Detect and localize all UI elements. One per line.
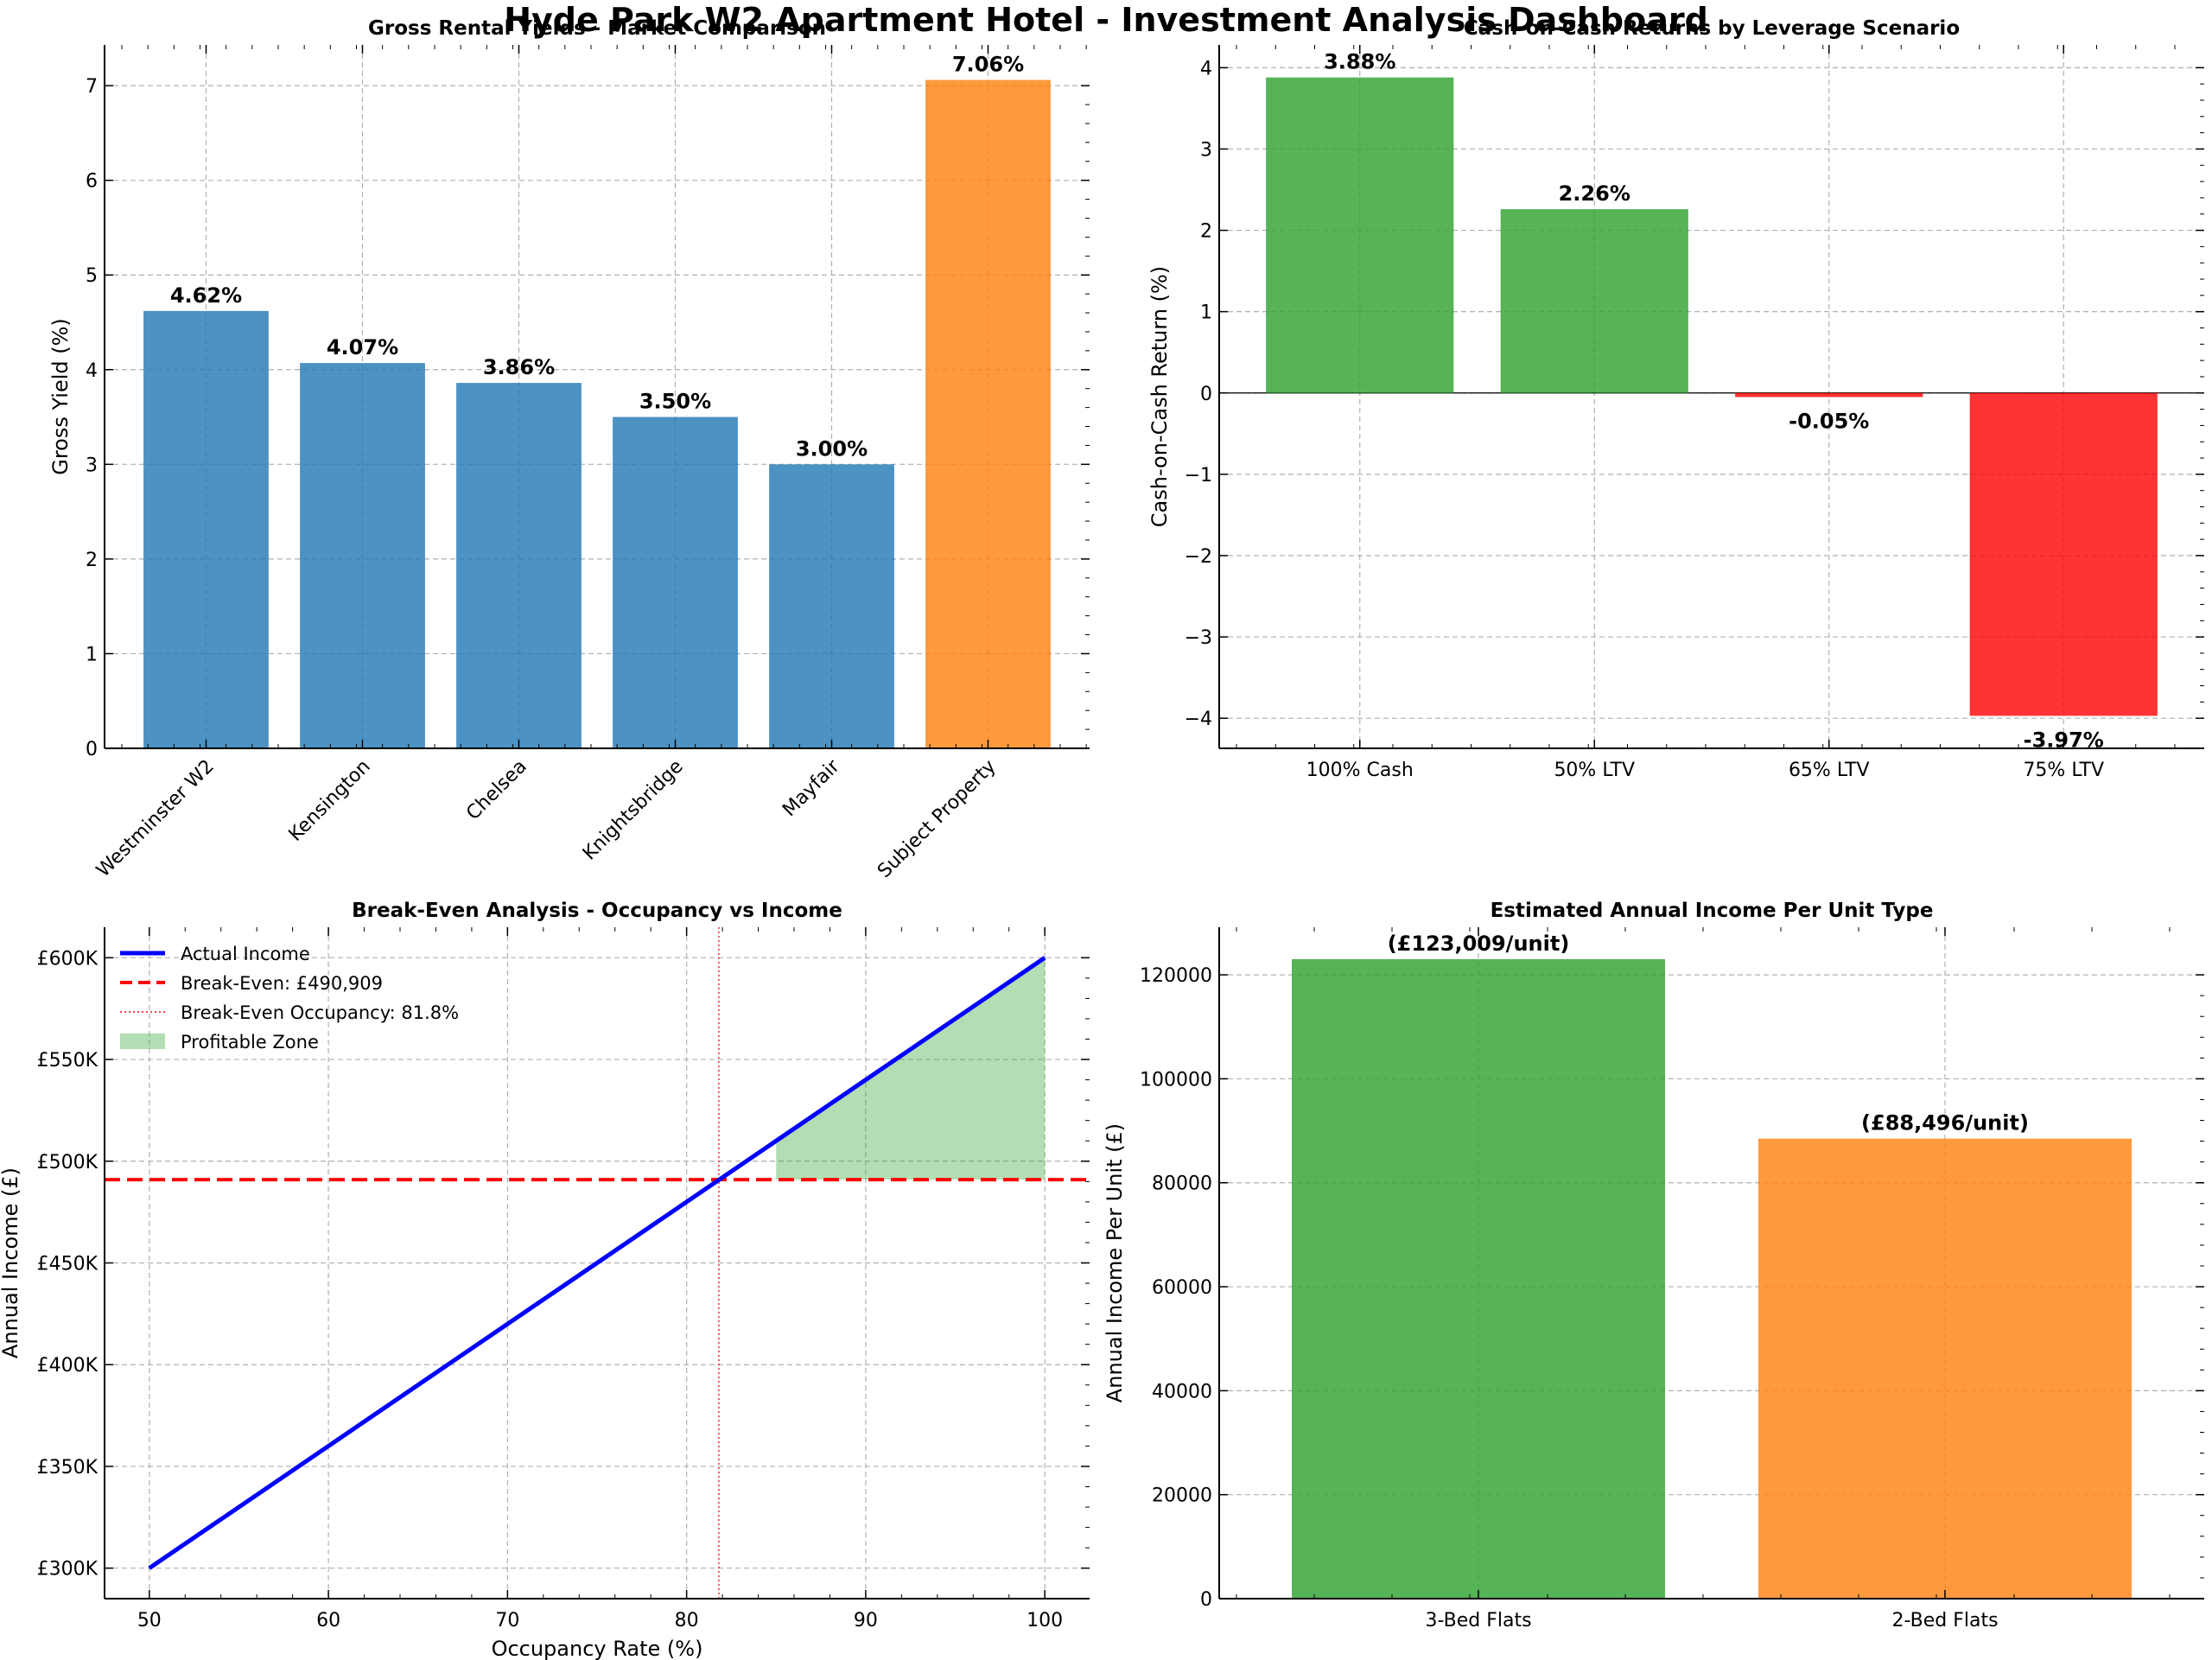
coc-ytick-label: 0 [1200,384,1212,405]
coc-bar [1735,392,1923,398]
yields-xtick-label: Kensington [285,756,375,846]
breakeven-xtick-label: 100 [1027,1610,1063,1631]
yields-xtick-label: Chelsea [462,756,531,825]
yields-bar [769,464,894,748]
coc-bar [1969,392,2158,716]
breakeven-ytick-label: £450K [37,1254,99,1275]
yields-value-label: 4.07% [327,335,398,359]
yields-bar [456,383,582,748]
coc-chart: Cash-on-Cash Returns by Leverage Scenari… [1147,17,2204,781]
breakeven-xlabel: Occupancy Rate (%) [492,1637,703,1660]
coc-ytick-label: −2 [1185,546,1212,568]
yields-value-label: 7.06% [952,53,1024,77]
yields-ytick-label: 2 [86,550,98,571]
breakeven-ytick-label: £400K [37,1355,99,1377]
unit_income-ylabel: Annual Income Per Unit (£) [1103,1123,1127,1402]
unit_income-ytick-label: 120000 [1140,965,1212,987]
yields-xtick-label: Knightsbridge [579,756,688,865]
breakeven-legend: Actual Income Break-Even: £490,909 Break-E… [120,944,459,1053]
coc-xtick-label: 100% Cash [1306,760,1414,781]
yields-xtick-label: Mayfair [779,755,844,821]
yields-bar [300,363,425,748]
breakeven-xtick-label: 90 [854,1610,878,1631]
breakeven-profitable-zone [776,957,1046,1180]
yields-ytick-label: 4 [86,360,98,382]
breakeven-ytick-label: £500K [37,1152,99,1173]
yields-value-label: 4.62% [170,283,242,308]
coc-bar [1266,77,1454,393]
unit_income-ytick-label: 80000 [1152,1173,1212,1195]
coc-ytick-label: −1 [1185,465,1212,487]
unit_income-chart: Estimated Annual Income Per Unit Type Ann… [1103,900,2204,1631]
yields-value-label: 3.50% [639,390,711,414]
legend-label-break-even: Break-Even: £490,909 [181,973,383,994]
coc-value-label: 2.26% [1559,181,1630,206]
coc-ytick-label: 4 [1200,58,1212,80]
breakeven-title: Break-Even Analysis - Occupancy vs Incom… [352,900,842,922]
yields-ytick-label: 7 [86,76,98,98]
yields-ylabel: Gross Yield (%) [48,318,73,475]
breakeven-actual-income-line [148,956,1046,1570]
breakeven-xtick-label: 70 [495,1610,519,1631]
yields-bar [925,80,1051,749]
yields-title: Gross Rental Yields - Market Comparison [368,17,826,40]
yields-xtick-label: Subject Property [874,756,1001,883]
unit_income-ytick-label: 20000 [1152,1485,1212,1507]
yields-ytick-label: 6 [86,171,98,193]
unit_income-ytick-label: 60000 [1152,1277,1212,1299]
coc-xtick-label: 50% LTV [1554,760,1635,781]
unit_income-bar [1758,1138,2132,1599]
coc-ytick-label: −3 [1185,627,1212,649]
breakeven-chart: Break-Even Analysis - Occupancy vs Incom… [0,900,1090,1660]
unit_income-ytick-label: 0 [1200,1589,1212,1611]
unit_income-ytick-label: 100000 [1140,1069,1212,1091]
coc-xtick-label: 75% LTV [2023,760,2104,781]
breakeven-xtick-label: 80 [675,1610,699,1631]
unit_income-ytick-label: 40000 [1152,1381,1212,1402]
yields-bar [613,417,738,748]
dashboard-title: Hyde Park W2 Apartment Hotel - Investmen… [504,1,1708,39]
yields-chart: Gross Rental Yields - Market Comparison G… [48,17,1090,882]
coc-ytick-label: −4 [1185,709,1212,730]
yields-ytick-label: 0 [86,739,98,760]
unit_income-xtick-label: 2-Bed Flats [1891,1610,1998,1631]
coc-value-label: -0.05% [1789,409,1869,433]
breakeven-ytick-label: £350K [37,1457,99,1479]
breakeven-ytick-label: £600K [37,948,99,970]
yields-xtick-label: Westminster W2 [92,756,219,882]
yields-value-label: 3.86% [483,355,555,379]
breakeven-ytick-label: £300K [37,1559,99,1580]
yields-ytick-label: 5 [86,265,98,287]
coc-title: Cash-on-Cash Returns by Leverage Scenari… [1464,17,1960,40]
breakeven-ytick-label: £550K [37,1050,99,1072]
unit_income-title: Estimated Annual Income Per Unit Type [1491,900,1934,922]
yields-bar [143,310,269,748]
coc-ylabel: Cash-on-Cash Return (%) [1147,266,1172,527]
unit_income-value-label: (£88,496/unit) [1861,1111,2029,1135]
breakeven-ylabel: Annual Income (£) [0,1167,22,1358]
legend-label-actual-income: Actual Income [181,944,310,964]
legend-swatch-profitable-zone [120,1034,165,1049]
coc-ytick-label: 2 [1200,221,1212,243]
unit_income-bar [1292,958,1665,1599]
yields-ytick-label: 1 [86,644,98,665]
legend-label-profitable-zone: Profitable Zone [181,1032,319,1053]
legend-label-break-even-occupancy: Break-Even Occupancy: 81.8% [181,1002,459,1023]
unit_income-xtick-label: 3-Bed Flats [1425,1610,1531,1631]
coc-bar [1500,209,1688,393]
coc-ytick-label: 3 [1200,139,1212,161]
breakeven-xtick-label: 60 [316,1610,340,1631]
yields-value-label: 3.00% [796,436,868,461]
breakeven-xtick-label: 50 [137,1610,162,1631]
coc-ytick-label: 1 [1200,302,1212,324]
coc-xtick-label: 65% LTV [1789,760,1870,781]
yields-ytick-label: 3 [86,455,98,476]
coc-value-label: 3.88% [1324,50,1395,74]
